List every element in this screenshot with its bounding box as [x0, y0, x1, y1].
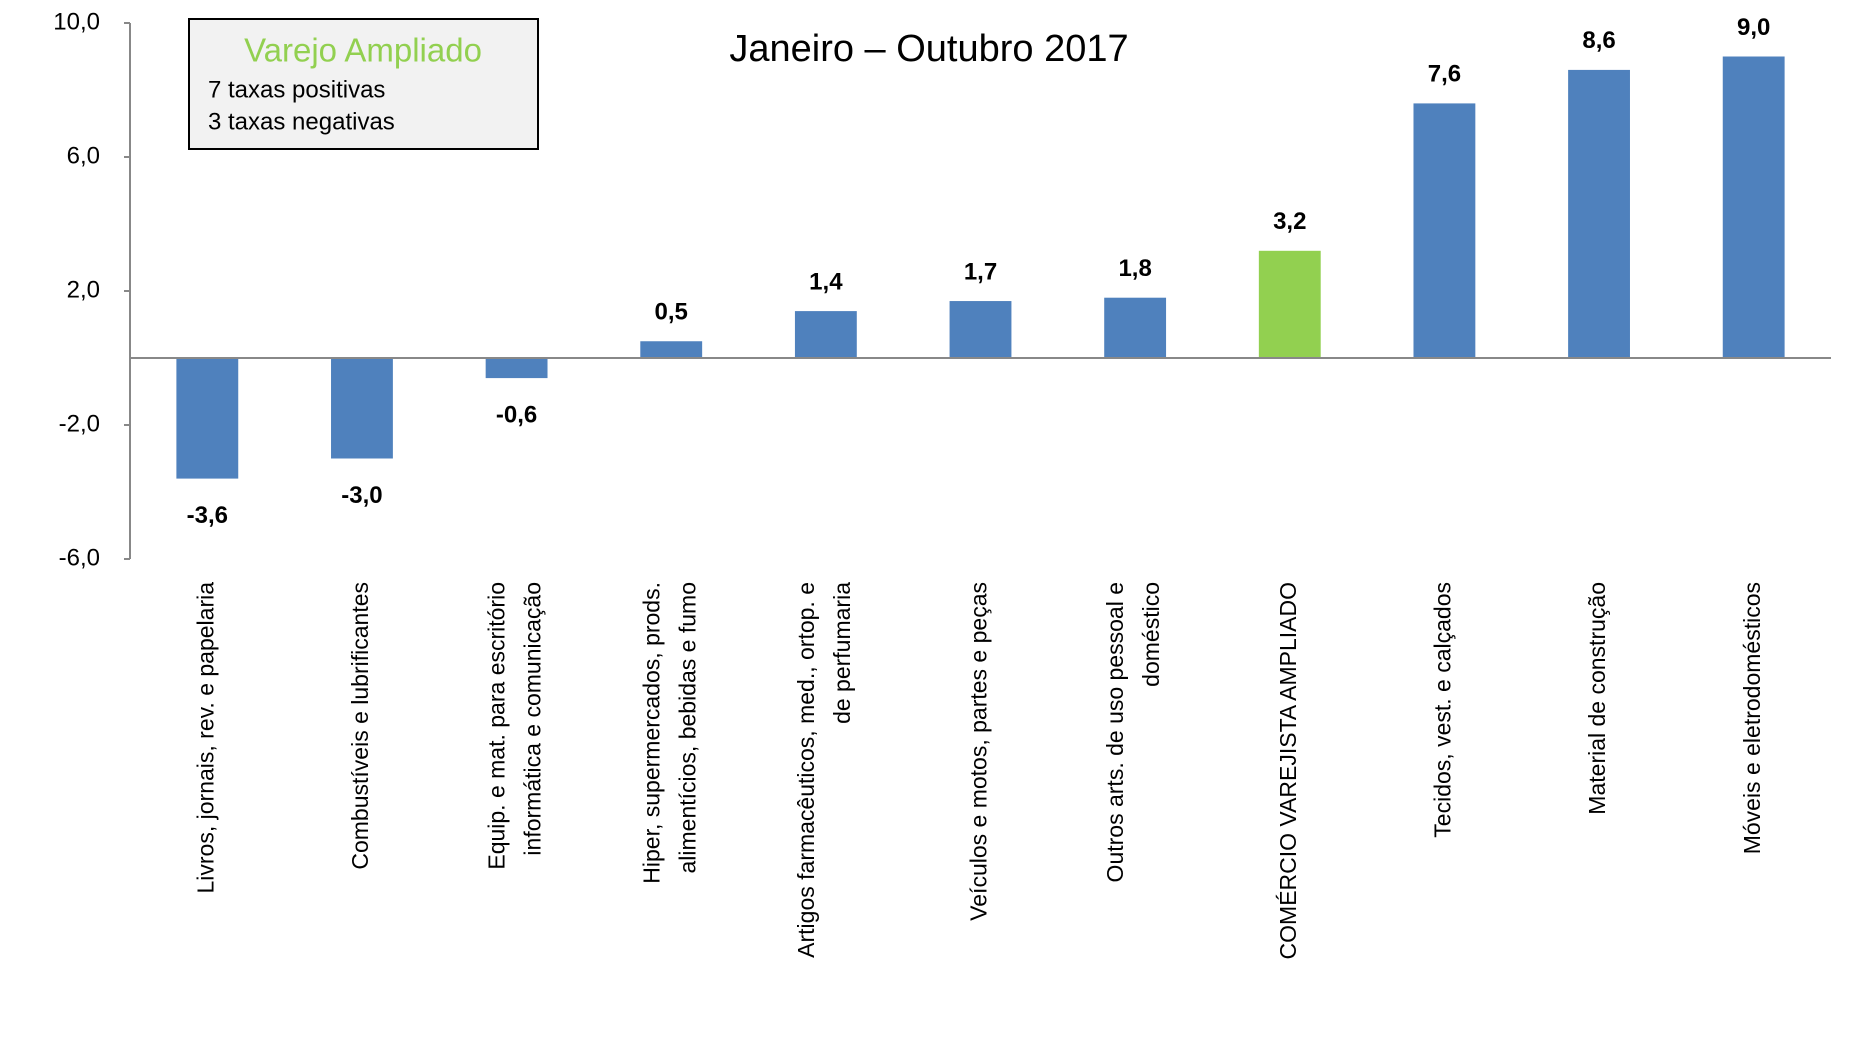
annotation-box [188, 18, 539, 150]
x-tick-label: Tecidos, vest. e calçados [1429, 582, 1455, 838]
x-tick-label: Veículos e motos, partes e peças [966, 582, 992, 921]
data-label: 8,6 [1582, 27, 1615, 54]
bar [1722, 56, 1785, 358]
x-tick-label-group: Móveis e eletrodomésticos [1739, 582, 1765, 854]
bar [1413, 103, 1476, 359]
bar [949, 301, 1012, 358]
bar [1258, 250, 1321, 358]
bar [176, 358, 239, 479]
annotation-line: 3 taxas negativas [208, 108, 395, 135]
annotation-title: Varejo Ampliado [244, 32, 482, 69]
x-tick-label-group: Outros arts. de uso pessoal e doméstico [1102, 582, 1164, 882]
y-tick-label: 6,0 [67, 142, 100, 169]
data-label: 0,5 [655, 299, 688, 326]
bar [1104, 297, 1167, 358]
data-label: 1,4 [809, 268, 843, 295]
data-label: 3,2 [1273, 208, 1306, 235]
x-tick-label-group: Veículos e motos, partes e peças [966, 582, 992, 921]
x-tick-label: Artigos farmacêuticos, med., ortop. e [793, 582, 819, 958]
y-tick-label: 10,0 [53, 8, 100, 35]
x-tick-label-group: Hiper, supermercados, prods. alimentícios… [638, 582, 700, 884]
bar [640, 341, 703, 358]
x-tick-label-group: Tecidos, vest. e calçados [1429, 582, 1455, 838]
x-tick-label: Móveis e eletrodomésticos [1739, 582, 1765, 854]
x-tick-label: Combustíveis e lubrificantes [347, 582, 373, 870]
y-tick-label: -2,0 [59, 410, 100, 437]
bar [1568, 69, 1630, 359]
x-tick-label: de perfumaria [829, 582, 855, 724]
bar [331, 358, 393, 459]
x-tick-label-group: Combustíveis e lubrificantes [347, 582, 373, 870]
x-tick-label: informática e comunicação [520, 582, 546, 856]
x-tick-label: Equip. e mat. para escritório [484, 582, 510, 870]
x-tick-label: Livros, jornais, rev. e papelaria [192, 582, 218, 894]
annotation-line: 7 taxas positivas [208, 76, 385, 103]
x-tick-label: Hiper, supermercados, prods. [638, 582, 664, 884]
data-label: 9,0 [1737, 14, 1770, 41]
x-tick-label-group: Livros, jornais, rev. e papelaria [192, 582, 218, 894]
x-tick-label: COMÉRCIO VAREJISTA AMPLIADO [1275, 582, 1301, 959]
data-label: 1,7 [964, 258, 997, 285]
y-tick-label: -6,0 [59, 544, 100, 571]
x-tick-label: alimentícios, bebidas e fumo [674, 582, 700, 874]
data-label: -3,6 [187, 502, 228, 529]
x-tick-label: Material de construção [1584, 582, 1610, 815]
bar [485, 358, 548, 379]
data-label: 1,8 [1118, 255, 1151, 282]
x-tick-label: Outros arts. de uso pessoal e [1102, 582, 1128, 882]
data-label: -0,6 [496, 401, 537, 428]
x-tick-label: doméstico [1138, 582, 1164, 687]
data-label: -3,0 [341, 482, 382, 509]
x-tick-label-group: COMÉRCIO VAREJISTA AMPLIADO [1275, 582, 1301, 959]
x-tick-label-group: Artigos farmacêuticos, med., ortop. e de … [793, 582, 855, 958]
chart-title: Janeiro – Outubro 2017 [729, 28, 1128, 70]
y-tick-label: 2,0 [67, 276, 100, 303]
x-tick-label-group: Equip. e mat. para escritório informática… [484, 582, 546, 870]
data-label: 7,6 [1428, 61, 1461, 88]
bar [794, 311, 857, 358]
x-tick-label-group: Material de construção [1584, 582, 1610, 815]
